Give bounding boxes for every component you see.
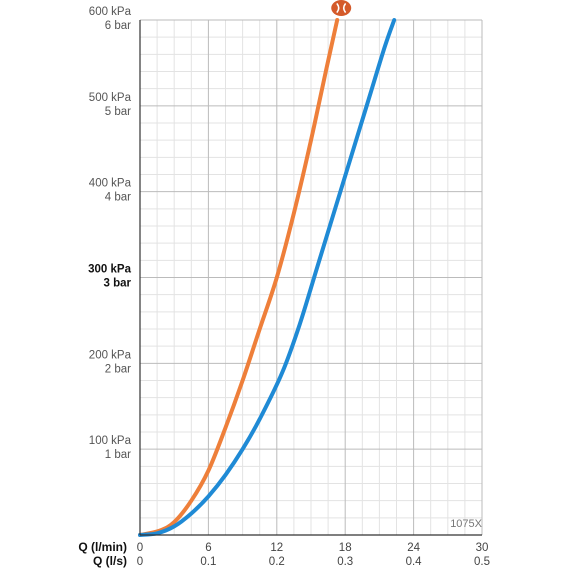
series-line-1 — [138, 18, 340, 537]
y-tick-label-bar: 3 bar — [104, 278, 132, 290]
x-axis-label-ls: Q (l/s) — [93, 554, 127, 568]
x-tick-label-ls: 0.5 — [474, 556, 490, 568]
y-tick-label-bar: 1 bar — [105, 449, 131, 461]
x-tick-label-ls: 0.3 — [337, 556, 353, 568]
series-line-2 — [138, 18, 397, 537]
x-tick-label-ls: 0.2 — [269, 556, 285, 568]
x-tick-label-lmin: 30 — [476, 542, 489, 554]
model-label: 1075X — [450, 518, 482, 530]
x-tick-label-ls: 0 — [137, 556, 143, 568]
x-tick-label-lmin: 24 — [407, 542, 420, 554]
brand-marker-right-arc — [342, 3, 347, 13]
y-tick-label-bar: 6 bar — [105, 20, 131, 32]
brand-marker-left-arc — [336, 3, 340, 13]
y-tick-label-kpa: 500 kPa — [89, 92, 132, 104]
y-tick-label-bar: 2 bar — [105, 363, 131, 375]
y-axis-ticks: 100 kPa 1 bar 200 kPa 2 bar 300 kPa 3 bar 400 … — [88, 6, 131, 461]
y-tick-label-kpa: 100 kPa — [89, 435, 132, 447]
y-tick-label-bar: 5 bar — [105, 106, 131, 118]
x-axis-label-lmin: Q (l/min) — [78, 540, 127, 554]
x-tick-label-ls: 0.4 — [406, 556, 423, 568]
x-axis-ticks: 0 0 6 0.1 12 0.2 18 0.3 24 0.4 30 0.5 — [137, 542, 490, 568]
y-tick-label-kpa: 400 kPa — [89, 178, 132, 190]
x-tick-label-lmin: 18 — [339, 542, 352, 554]
brand-marker-icon — [331, 0, 352, 16]
y-tick-label-kpa: 600 kPa — [89, 6, 132, 18]
x-tick-label-lmin: 6 — [205, 542, 211, 554]
brand-marker-badge — [331, 0, 352, 16]
x-tick-label-lmin: 12 — [270, 542, 283, 554]
x-tick-label-lmin: 0 — [137, 542, 143, 554]
curves — [138, 18, 397, 537]
y-tick-label-kpa: 200 kPa — [89, 349, 132, 361]
x-tick-label-ls: 0.1 — [200, 556, 216, 568]
axes — [139, 20, 482, 536]
y-tick-label-kpa: 300 kPa — [88, 264, 131, 276]
y-tick-label-bar: 4 bar — [105, 192, 131, 204]
major-grid — [140, 19, 483, 535]
